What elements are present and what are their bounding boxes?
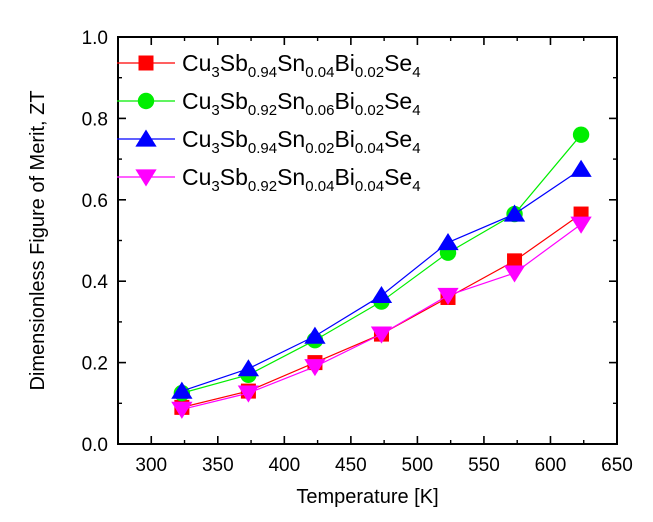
legend-entry-1: Cu3Sb0.94Sn0.04Bi0.02Se4 — [117, 50, 421, 81]
data-point — [503, 204, 526, 222]
legend-label-part: Se — [384, 126, 412, 152]
legend-marker — [135, 169, 157, 187]
legend-label-part: Sb — [220, 126, 248, 152]
legend-label-part: Sn — [277, 164, 305, 190]
legend-label-part: Cu — [182, 50, 211, 76]
legend-marker — [138, 55, 154, 71]
series-4-line — [181, 223, 582, 410]
x-tick-label: 400 — [268, 455, 300, 476]
legend-label-part: 0.02 — [355, 64, 384, 81]
y-tick-label: 0.6 — [82, 191, 108, 212]
legend-label-part: 4 — [412, 178, 420, 195]
x-axis-title: Temperature [K] — [296, 486, 438, 508]
y-tick-label: 0.0 — [82, 435, 108, 456]
y-tick-label: 0.2 — [82, 354, 108, 375]
data-point — [507, 253, 523, 269]
legend-label: Cu3Sb0.92Sn0.04Bi0.04Se4 — [182, 164, 421, 195]
x-tick-label: 650 — [601, 455, 633, 476]
x-tick-label: 350 — [202, 455, 234, 476]
legend-label: Cu3Sb0.92Sn0.06Bi0.02Se4 — [182, 88, 421, 119]
legend-marker — [137, 92, 155, 110]
y-tick-label: 1.0 — [82, 28, 108, 49]
legend-label-part: 4 — [412, 64, 420, 81]
legend-label-part: 0.94 — [248, 140, 277, 157]
legend-entry-4: Cu3Sb0.92Sn0.04Bi0.04Se4 — [117, 164, 421, 195]
legend-label-part: 0.02 — [305, 140, 334, 157]
y-tick-label: 0.8 — [82, 109, 108, 130]
data-point — [437, 287, 459, 305]
legend-label-part: 3 — [211, 102, 219, 119]
legend-label-part: 3 — [211, 64, 219, 81]
legend-label-part: 0.02 — [355, 102, 384, 119]
legend-label-part: Sb — [220, 164, 248, 190]
legend-entry-2: Cu3Sb0.92Sn0.06Bi0.02Se4 — [117, 88, 421, 119]
y-tick-label: 0.4 — [82, 272, 109, 293]
axes: 300 350 400 450 500 550 600 650 0.0 0.2 0.4 0.6 0.8 1… — [82, 28, 633, 476]
legend-label-part: Bi — [334, 164, 354, 190]
legend-label-part: 0.94 — [248, 64, 277, 81]
data-point — [304, 326, 326, 344]
legend-label-part: Cu — [182, 88, 211, 114]
x-tick-label: 500 — [402, 455, 434, 476]
data-point — [503, 265, 526, 283]
data-point — [370, 285, 393, 304]
legend-label-part: 3 — [211, 178, 219, 195]
data-point — [572, 126, 590, 143]
data-point — [570, 216, 592, 234]
legend-label-part: Sn — [277, 126, 305, 152]
legend-label-part: Se — [384, 50, 412, 76]
data-point — [171, 401, 193, 419]
data-point — [304, 359, 326, 377]
legend-label-part: Cu — [182, 164, 211, 190]
series-3 — [171, 159, 592, 399]
x-tick-label: 300 — [135, 455, 167, 476]
legend-label-part: 3 — [211, 140, 219, 157]
data-point — [570, 159, 592, 177]
legend-label-part: Sb — [220, 88, 248, 114]
legend-label-part: 0.06 — [305, 102, 334, 119]
data-point — [237, 359, 260, 377]
data-point — [437, 233, 459, 251]
legend-label-part: 0.04 — [305, 178, 334, 195]
legend-label-part: Bi — [334, 50, 354, 76]
legend: Cu3Sb0.94Sn0.04Bi0.02Se4Cu3Sb0.92Sn0.06B… — [117, 50, 421, 195]
legend-label-part: Se — [384, 164, 412, 190]
legend-label-part: 4 — [412, 102, 420, 119]
legend-label-part: 0.92 — [248, 102, 277, 119]
legend-label-part: Sn — [277, 50, 305, 76]
series-3-line — [181, 168, 582, 392]
x-tick-label: 550 — [468, 455, 500, 476]
legend-label: Cu3Sb0.94Sn0.02Bi0.04Se4 — [182, 126, 421, 157]
series-1 — [174, 206, 589, 415]
legend-label-part: 0.04 — [355, 140, 384, 157]
legend-marker — [135, 129, 157, 147]
legend-label-part: Sb — [220, 50, 248, 76]
series-4 — [171, 216, 592, 419]
legend-label-part: 0.04 — [305, 64, 334, 81]
legend-label-part: Sn — [277, 88, 305, 114]
legend-label-part: Bi — [334, 126, 354, 152]
legend-label-part: Cu — [182, 126, 211, 152]
plot-area — [171, 126, 592, 419]
legend-label-part: 0.92 — [248, 178, 277, 195]
legend-label-part: 0.04 — [355, 178, 384, 195]
legend-label: Cu3Sb0.94Sn0.04Bi0.02Se4 — [182, 50, 421, 81]
data-point — [237, 385, 260, 403]
data-point — [370, 326, 393, 344]
x-tick-label: 600 — [535, 455, 567, 476]
y-axis-title: Dimensionless Figure of Merit, ZT — [27, 90, 49, 390]
legend-label-part: Se — [384, 88, 412, 114]
data-point — [171, 381, 193, 399]
legend-label-part: 4 — [412, 140, 420, 157]
legend-entry-3: Cu3Sb0.94Sn0.02Bi0.04Se4 — [117, 126, 421, 157]
legend-label-part: Bi — [334, 88, 354, 114]
x-tick-label: 450 — [335, 455, 367, 476]
